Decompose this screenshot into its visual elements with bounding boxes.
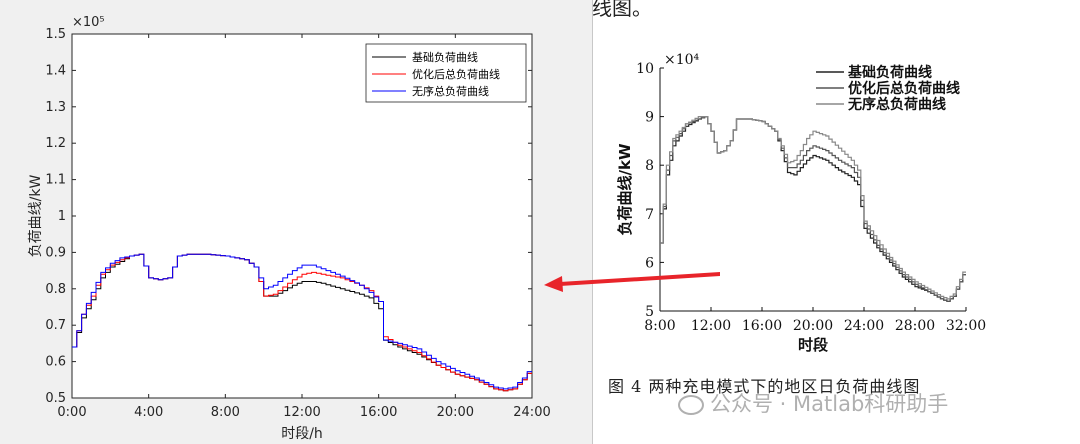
watermark-text: 公众号 · Matlab科研助手 [710,392,949,416]
left-y-axis-label: 负荷曲线/kW [28,175,44,258]
left-exponent-label: ×10⁵ [72,15,105,30]
left-y-tick-label: 1.5 [45,27,66,42]
right-x-tick-label: 28:00 [895,318,935,334]
left-legend-label: 优化后总负荷曲线 [412,67,500,81]
left-y-tick-label: 1.2 [45,136,66,151]
left-x-tick-label: 0:00 [57,405,86,420]
right-exponent-label: ×10⁴ [664,52,700,68]
left-x-axis-label: 时段/h [281,426,323,442]
left-y-tick-label: 1.1 [45,173,66,188]
figure-caption: 图 4 两种充电模式下的地区日负荷曲线图 [608,377,921,396]
right-x-tick-label: 20:00 [793,318,833,334]
right-legend-label: 基础负荷曲线 [848,64,932,81]
left-series-line-3 [72,253,532,390]
wechat-icon [678,395,704,415]
left-legend-label: 无序总负荷曲线 [412,84,489,98]
left-legend-box [365,43,527,103]
right-legend-label: 优化后总负荷曲线 [848,80,960,97]
left-y-tick-label: 0.9 [45,245,66,260]
right-x-axis-label: 时段 [798,336,828,354]
left-x-tick-label: 24:00 [513,405,550,420]
right-series-line-3 [660,116,966,300]
right-y-tick-label: 8 [645,158,654,174]
right-y-tick-label: 7 [645,207,654,223]
left-x-tick-label: 20:00 [437,405,474,420]
right-x-tick-label: 24:00 [844,318,884,334]
left-legend-label: 基础负荷曲线 [412,50,478,64]
left-y-tick-label: 0.7 [45,318,66,333]
left-x-tick-label: 12:00 [283,405,320,420]
right-y-axis-label: 负荷曲线/kW [616,143,634,235]
left-x-tick-label: 8:00 [211,405,240,420]
right-y-tick-label: 6 [645,255,654,271]
right-x-tick-label: 12:00 [691,318,731,334]
left-x-tick-label: 4:00 [134,405,163,420]
document-text-fragment: 线图。 [592,0,652,20]
left-y-tick-label: 1 [58,209,66,224]
left-y-tick-label: 0.6 [45,355,66,370]
red-arrow-shaft [560,272,720,286]
left-y-tick-label: 0.8 [45,282,66,297]
left-y-tick-label: 1.3 [45,100,66,115]
watermark: 公众号 · Matlab科研助手 [678,388,948,418]
right-y-tick-label: 5 [645,304,654,320]
right-x-tick-label: 16:00 [742,318,782,334]
left-y-tick-label: 1.4 [45,63,66,78]
red-arrow-head [544,276,563,292]
right-x-tick-label: 8:00 [644,318,675,334]
left-y-tick-label: 0.5 [45,391,66,406]
right-y-tick-label: 9 [645,110,654,126]
right-document-panel [592,0,1080,444]
right-y-tick-label: 10 [636,61,654,77]
right-legend-label: 无序总负荷曲线 [847,96,946,113]
right-x-tick-label: 32:00 [946,318,986,334]
left-x-tick-label: 16:00 [360,405,397,420]
